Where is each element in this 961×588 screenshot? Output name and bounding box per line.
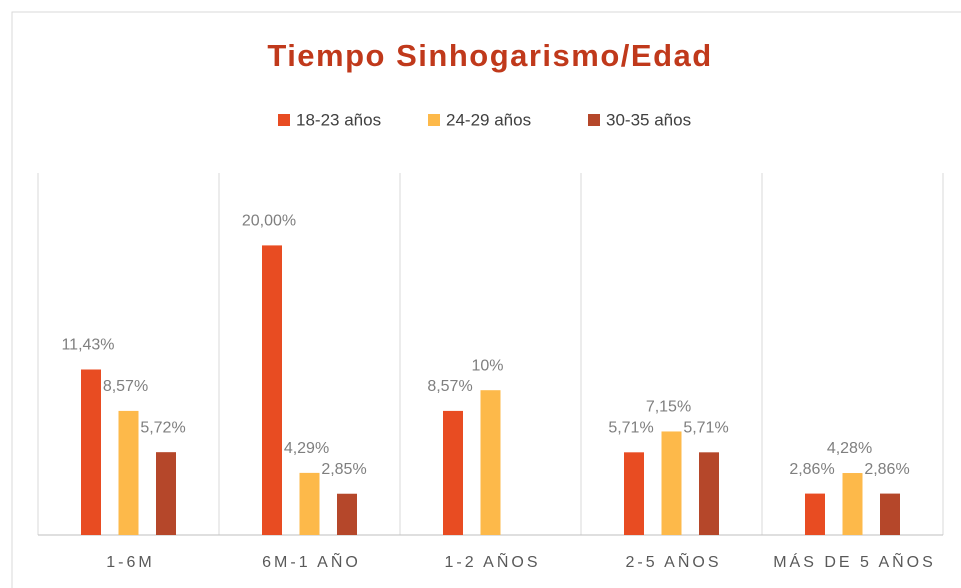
bar — [156, 452, 176, 535]
bar — [480, 390, 501, 535]
bar — [699, 452, 719, 535]
bar — [337, 493, 357, 535]
data-label: 2,85% — [321, 461, 366, 478]
x-tick-label: MÁS DE 5 AÑOS — [773, 551, 936, 571]
chart-title: Tiempo Sinhogarismo/Edad — [267, 38, 712, 73]
bar — [299, 472, 320, 535]
data-label: 8,57% — [103, 378, 148, 395]
bar — [81, 369, 101, 535]
data-label: 2,86% — [789, 461, 834, 478]
x-tick-label: 2-5 AÑOS — [625, 551, 721, 571]
legend-label: 24-29 años — [446, 110, 531, 129]
legend-label: 18-23 años — [296, 110, 381, 129]
data-label: 10% — [471, 357, 503, 374]
data-label: 4,28% — [827, 440, 872, 457]
legend-swatch — [278, 114, 290, 126]
bar — [624, 452, 644, 535]
data-label: 11,43% — [61, 337, 114, 354]
x-tick-label: 6M-1 AÑO — [262, 551, 361, 571]
data-label: 5,71% — [608, 420, 653, 437]
bar — [118, 410, 139, 535]
legend-swatch — [428, 114, 440, 126]
bar — [262, 245, 282, 535]
data-label: 2,86% — [864, 461, 909, 478]
data-label: 8,57% — [427, 378, 472, 395]
bar — [805, 493, 825, 535]
data-label: 5,71% — [683, 420, 728, 437]
data-label: 5,72% — [140, 419, 185, 436]
data-label: 4,29% — [284, 440, 329, 457]
bar — [842, 473, 863, 535]
legend-label: 30-35 años — [606, 110, 691, 129]
x-tick-label: 1-2 AÑOS — [444, 551, 540, 571]
legend-swatch — [588, 114, 600, 126]
data-label: 20,00% — [242, 213, 296, 230]
x-tick-label: 1-6M — [106, 554, 154, 571]
data-label: 7,15% — [646, 399, 691, 416]
bar — [661, 431, 682, 535]
bar — [880, 493, 900, 535]
bar — [443, 410, 463, 535]
